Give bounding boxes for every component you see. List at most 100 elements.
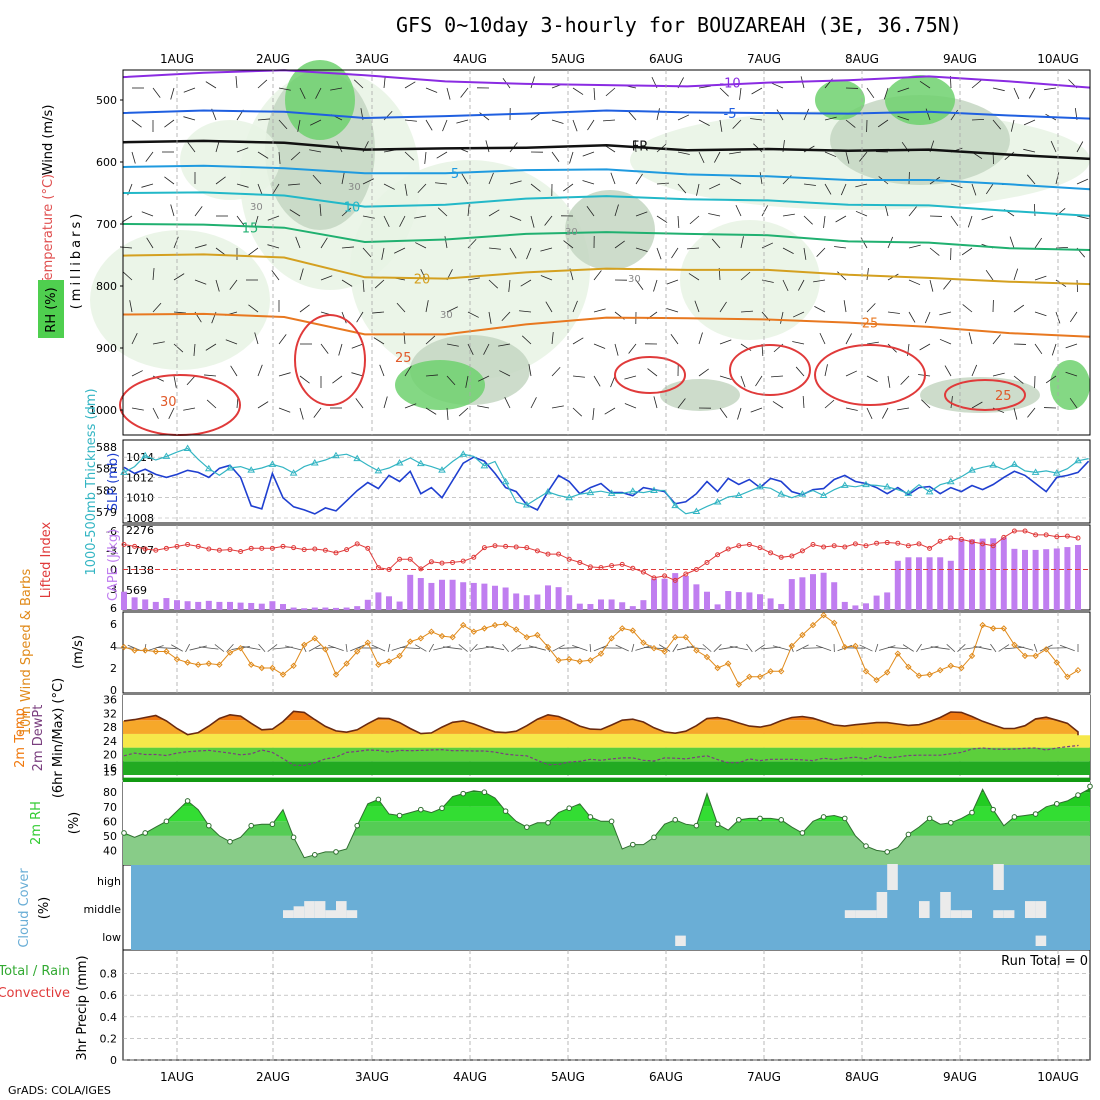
thickness-point (565, 493, 574, 501)
wind-barb-10m (214, 644, 225, 652)
wind-barb-10m (156, 647, 177, 649)
lifted-point (1064, 533, 1070, 539)
panel-frame (122, 611, 1091, 694)
rh-point (842, 815, 848, 822)
wind-barb (803, 247, 807, 260)
wind-barb (460, 87, 469, 98)
wind-barb-10m (887, 646, 908, 650)
lifted-point (471, 554, 477, 560)
cape-bar (788, 579, 795, 610)
wind-barb (446, 407, 449, 420)
wind-speed-point (958, 664, 965, 672)
date-label-top: 1AUG (160, 52, 194, 66)
wind-barb (671, 247, 679, 259)
thickness-point (628, 487, 637, 494)
cape-bar (534, 594, 541, 610)
wind-barb (320, 237, 328, 249)
wind-barb (465, 375, 469, 388)
rh-shade (395, 360, 485, 410)
wind-barb (488, 172, 494, 185)
wind-barb (530, 112, 541, 121)
cloud-middle-block (325, 910, 336, 918)
lifted-point (428, 559, 434, 565)
wind-speed-point (470, 628, 478, 635)
precip-convective-label: Convective (0, 986, 70, 1001)
cloud-level-tick: low (102, 931, 121, 944)
wind-barb (415, 242, 427, 249)
cape-bar (1053, 548, 1060, 610)
wind-barb (131, 407, 144, 411)
wind-barb (173, 375, 177, 388)
cape-bar (1043, 549, 1050, 610)
wind-barb (792, 311, 805, 318)
wind-barb (299, 87, 306, 99)
wind-barb (587, 119, 595, 131)
temp-tick: 15 (103, 766, 117, 779)
lifted-point (1054, 534, 1060, 540)
wind-barb (859, 151, 868, 162)
thickness-point (650, 486, 658, 493)
wind-barb (425, 374, 438, 377)
rh-point (312, 852, 318, 858)
rh-shade (830, 95, 1010, 185)
cape-bar (258, 603, 265, 610)
cloud-middle-block (346, 910, 358, 918)
wind-barb (656, 247, 662, 260)
cape-bar (354, 606, 361, 610)
wind-barb (737, 407, 742, 420)
wind-barb (544, 215, 553, 226)
cape-bar (460, 582, 467, 610)
wind-barb (1013, 268, 1019, 281)
lifted-point (354, 541, 360, 547)
cape-bar (280, 604, 286, 610)
cape-bar (417, 578, 424, 610)
lifted-point (142, 546, 148, 552)
cape-tick: 1138 (126, 564, 154, 577)
wind-barb (297, 119, 301, 132)
wind-barb (225, 339, 238, 345)
wind-barb (236, 147, 249, 153)
wind-barb (488, 311, 492, 324)
wind-barb (1069, 311, 1078, 323)
rh-shade (885, 75, 955, 125)
cape-bar (1000, 537, 1007, 610)
wind-barb (572, 407, 583, 417)
wind-barb (813, 279, 826, 283)
wind-barb (351, 372, 364, 377)
lifted-point (587, 564, 593, 570)
wind-barb (425, 407, 437, 415)
wind-barb (884, 204, 889, 217)
wind-speed-point (534, 631, 541, 639)
lifted-point (206, 546, 212, 552)
wind-speed-point (417, 635, 425, 642)
wind-barb-10m (267, 644, 278, 652)
wind-speed-point (544, 643, 552, 651)
wind-barb (610, 375, 616, 388)
lifted-point (895, 540, 901, 546)
wind-barb (446, 87, 451, 100)
wind-barb (824, 364, 828, 377)
wind-speed-point (343, 660, 350, 667)
wind-barb (341, 279, 353, 287)
lifted-point (545, 551, 551, 557)
wind-barb (332, 375, 343, 384)
wind-barb-10m (859, 644, 873, 652)
wind-barb (824, 399, 835, 409)
rh-point (608, 818, 615, 825)
wind-barb (131, 119, 142, 128)
wind-speed-point (883, 669, 891, 676)
wind-barb (627, 110, 637, 121)
wind-barb (446, 375, 456, 386)
wind-barb (404, 151, 415, 161)
wind-speed-point (194, 661, 202, 668)
wind-barb (845, 119, 856, 128)
wind-barb (635, 247, 648, 252)
cape-bar (301, 608, 308, 610)
wind-barb (425, 300, 429, 313)
wind-speed-point (809, 621, 817, 629)
wind-barb (698, 332, 703, 345)
lifted-point (619, 561, 625, 567)
cape-bar (1075, 544, 1081, 610)
wind-speed-point (894, 650, 902, 657)
wind-barb (141, 211, 154, 217)
